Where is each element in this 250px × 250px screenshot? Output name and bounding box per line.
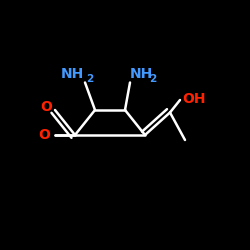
- Text: 2: 2: [149, 74, 156, 84]
- Text: OH: OH: [182, 92, 206, 106]
- Text: O: O: [38, 128, 50, 142]
- Text: 2: 2: [86, 74, 94, 84]
- Text: O: O: [40, 100, 52, 114]
- Text: NH: NH: [60, 67, 84, 81]
- Text: NH: NH: [130, 67, 153, 81]
